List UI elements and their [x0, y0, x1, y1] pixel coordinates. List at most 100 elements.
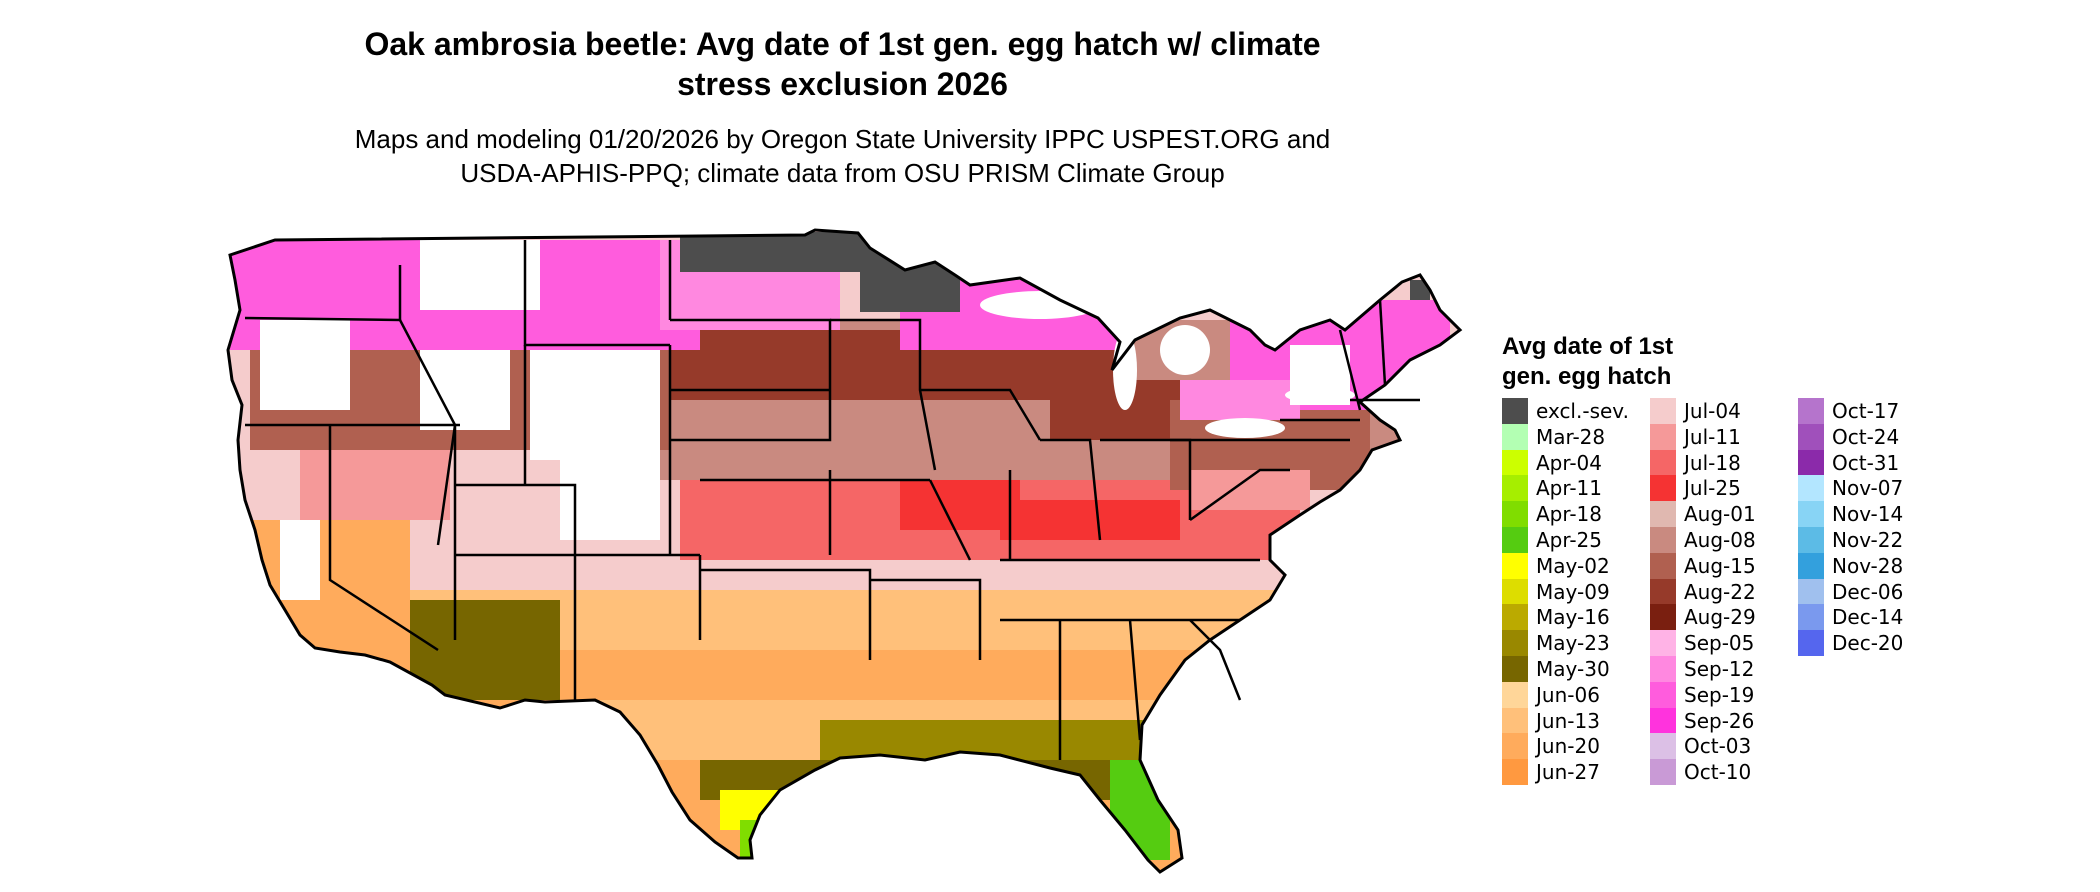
legend-label: May-23: [1536, 631, 1610, 656]
legend-swatch: [1650, 449, 1676, 476]
legend-swatch: [1502, 630, 1528, 657]
legend-label: Mar-28: [1536, 424, 1606, 449]
legend-label: May-09: [1536, 579, 1610, 604]
legend-swatch: [1502, 398, 1528, 424]
legend-swatch: [1798, 398, 1824, 424]
legend-label: Aug-22: [1684, 579, 1756, 604]
legend-swatch: [1798, 501, 1824, 528]
legend-item: Oct-03: [1650, 733, 1800, 760]
legend-label: Nov-22: [1832, 528, 1904, 552]
legend-item: Sep-12: [1650, 656, 1800, 682]
legend-swatch: [1650, 759, 1676, 786]
legend-label: Dec-14: [1832, 605, 1904, 630]
legend-swatch: [1502, 733, 1528, 760]
legend-swatch: [1798, 630, 1824, 657]
legend-item: Aug-15: [1650, 552, 1800, 579]
legend-label: Jun-13: [1536, 708, 1600, 733]
legend-label: Dec-06: [1832, 579, 1904, 604]
legend-item: May-30: [1502, 656, 1652, 682]
legend-item: Jul-25: [1650, 475, 1800, 502]
legend-label: Jun-20: [1536, 734, 1600, 759]
legend-item: May-02: [1502, 552, 1652, 579]
legend-swatch: [1650, 630, 1676, 657]
legend-item: Mar-28: [1502, 423, 1652, 450]
legend-swatch: [1798, 552, 1824, 579]
map-subtitle-line-2: USDA-APHIS-PPQ; climate data from OSU PR…: [460, 158, 1225, 188]
legend-swatch: [1650, 733, 1676, 760]
legend-item: Dec-14: [1798, 604, 1948, 631]
legend-title-line-2: gen. egg hatch: [1502, 363, 1672, 390]
legend-label: Aug-01: [1684, 502, 1756, 527]
legend-item: Jun-27: [1502, 759, 1652, 786]
legend-title: Avg date of 1st gen. egg hatch: [1502, 332, 1762, 392]
legend-item: Oct-31: [1798, 449, 1948, 476]
legend-label: Oct-10: [1684, 760, 1752, 785]
legend-swatch: [1650, 707, 1676, 734]
legend-item: Dec-06: [1798, 578, 1948, 605]
legend-swatch: [1650, 501, 1676, 528]
legend-swatch: [1502, 604, 1528, 631]
legend-item: Apr-04: [1502, 449, 1652, 476]
map-subtitle: Maps and modeling 01/20/2026 by Oregon S…: [150, 122, 1535, 190]
legend-item: Apr-18: [1502, 501, 1652, 528]
legend-item: Jun-06: [1502, 681, 1652, 708]
legend-item: Sep-05: [1650, 630, 1800, 657]
legend-swatch: [1502, 501, 1528, 528]
legend-swatch: [1650, 604, 1676, 631]
legend-item: excl.-sev.: [1502, 398, 1652, 424]
legend-label: Oct-31: [1832, 450, 1900, 475]
legend-item: Oct-17: [1798, 398, 1948, 424]
legend-item: Aug-22: [1650, 578, 1800, 605]
legend-label: Sep-26: [1684, 708, 1755, 733]
legend-swatch: [1502, 656, 1528, 682]
map-title-line-2: stress exclusion 2026: [677, 66, 1008, 102]
legend-label: Jun-27: [1536, 760, 1600, 785]
legend-label: Apr-18: [1536, 502, 1602, 527]
legend-label: May-30: [1536, 657, 1610, 681]
legend-swatch: [1798, 604, 1824, 631]
legend-swatch: [1798, 423, 1824, 450]
legend-swatch: [1650, 527, 1676, 553]
legend-label: Aug-08: [1684, 528, 1756, 552]
legend-item: Apr-25: [1502, 527, 1652, 553]
legend-item: Nov-07: [1798, 475, 1948, 502]
legend-swatch: [1502, 527, 1528, 553]
legend-swatch: [1650, 578, 1676, 605]
legend-swatch: [1502, 707, 1528, 734]
legend-item: Oct-10: [1650, 759, 1800, 786]
legend-label: Oct-17: [1832, 399, 1900, 423]
legend-label: Oct-03: [1684, 734, 1752, 759]
legend-item: Jun-13: [1502, 707, 1652, 734]
legend-item: May-09: [1502, 578, 1652, 605]
map-legend: Avg date of 1st gen. egg hatch excl.-sev…: [1502, 332, 1903, 786]
legend-label: Sep-19: [1684, 682, 1755, 707]
legend-swatch: [1650, 656, 1676, 682]
legend-item: Jul-18: [1650, 449, 1800, 476]
legend-item: Nov-22: [1798, 527, 1948, 553]
legend-label: Aug-15: [1684, 553, 1756, 578]
legend-swatch: [1650, 423, 1676, 450]
legend-label: Apr-25: [1536, 528, 1602, 552]
legend-item: Oct-24: [1798, 423, 1948, 450]
legend-item: Jun-20: [1502, 733, 1652, 760]
legend-item: Sep-26: [1650, 707, 1800, 734]
legend-swatch: [1798, 449, 1824, 476]
legend-swatch: [1798, 475, 1824, 502]
legend-swatch: [1502, 423, 1528, 450]
legend-label: Nov-28: [1832, 553, 1904, 578]
legend-label: Dec-20: [1832, 631, 1904, 656]
legend-title-line-1: Avg date of 1st: [1502, 333, 1674, 360]
legend-item: Nov-28: [1798, 552, 1948, 579]
legend-label: Jul-25: [1684, 476, 1741, 501]
legend-label: Sep-05: [1684, 631, 1755, 656]
state-borders: [244, 240, 1420, 760]
map-title: Oak ambrosia beetle: Avg date of 1st gen…: [150, 24, 1535, 104]
legend-label: Sep-12: [1684, 657, 1755, 681]
map-subtitle-line-1: Maps and modeling 01/20/2026 by Oregon S…: [354, 124, 1331, 154]
legend-item: Aug-29: [1650, 604, 1800, 631]
legend-swatch: [1650, 475, 1676, 502]
legend-swatch: [1798, 527, 1824, 553]
legend-swatch: [1650, 398, 1676, 424]
legend-item: Apr-11: [1502, 475, 1652, 502]
legend-item: Jul-11: [1650, 423, 1800, 450]
